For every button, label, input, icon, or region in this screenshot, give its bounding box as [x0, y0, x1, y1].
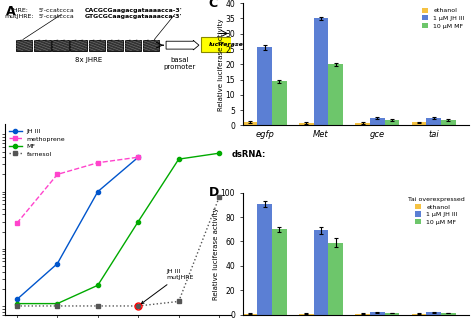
Text: A: A	[6, 5, 16, 18]
Bar	[243, 122, 257, 125]
Text: JHRE:: JHRE:	[11, 8, 28, 12]
Y-axis label: Relative luciferase activity: Relative luciferase activity	[218, 18, 224, 111]
Bar	[89, 39, 105, 51]
Text: D: D	[209, 186, 219, 199]
MF	[95, 283, 100, 287]
Bar	[299, 123, 314, 125]
Bar	[370, 118, 385, 125]
Bar	[272, 81, 287, 125]
methoprene	[55, 172, 60, 176]
Bar	[299, 314, 314, 315]
Bar	[356, 123, 370, 125]
Bar	[243, 314, 257, 315]
farnesol	[14, 304, 20, 308]
Bar	[272, 229, 287, 315]
Text: CACGCGaagacgataaaacca-3': CACGCGaagacgataaaacca-3'	[85, 8, 183, 12]
Bar	[441, 120, 456, 125]
Bar	[107, 39, 123, 51]
Bar	[328, 64, 343, 125]
FancyArrow shape	[166, 40, 199, 50]
methoprene	[14, 221, 20, 225]
Text: dsRNA:: dsRNA:	[231, 150, 266, 159]
methoprene	[136, 155, 141, 159]
Bar	[52, 39, 69, 51]
Text: 5'-ccatccca: 5'-ccatccca	[39, 8, 74, 12]
Y-axis label: Relative luciferase activity: Relative luciferase activity	[213, 207, 219, 300]
Bar	[143, 39, 159, 51]
MF	[136, 220, 141, 224]
Bar	[201, 37, 251, 52]
farnesol	[216, 195, 222, 199]
Text: 8x JHRE: 8x JHRE	[75, 57, 102, 63]
JH III	[95, 190, 100, 194]
Bar	[412, 314, 427, 315]
Bar	[34, 39, 51, 51]
farnesol	[136, 304, 141, 308]
Bar	[71, 39, 87, 51]
Bar	[356, 314, 370, 315]
Bar	[385, 120, 400, 125]
Bar	[370, 312, 385, 315]
farnesol	[95, 304, 100, 308]
Bar	[441, 313, 456, 315]
MF	[216, 151, 222, 155]
Text: luciferase: luciferase	[209, 42, 244, 47]
methoprene	[95, 161, 100, 165]
Bar	[125, 39, 141, 51]
Bar	[314, 18, 328, 125]
Text: JH III
mutJHRE: JH III mutJHRE	[141, 269, 194, 304]
MF	[55, 302, 60, 306]
Line: methoprene: methoprene	[15, 155, 140, 225]
JH III	[55, 262, 60, 266]
Bar	[257, 47, 272, 125]
Text: C: C	[209, 0, 218, 10]
Legend: JH III, methoprene, MF, farnesol: JH III, methoprene, MF, farnesol	[8, 128, 66, 158]
Bar	[427, 312, 441, 315]
MF	[14, 302, 20, 306]
Line: JH III: JH III	[15, 155, 140, 301]
farnesol	[176, 300, 182, 303]
Bar	[257, 204, 272, 315]
Bar	[16, 39, 32, 51]
Bar	[412, 122, 427, 125]
Bar	[328, 243, 343, 315]
Line: farnesol: farnesol	[15, 195, 221, 308]
JH III	[136, 155, 141, 159]
Bar	[314, 231, 328, 315]
Text: basal
promoter: basal promoter	[164, 57, 196, 70]
farnesol	[55, 304, 60, 308]
Line: MF: MF	[15, 151, 221, 306]
Text: 5'-ccatccca: 5'-ccatccca	[39, 14, 74, 19]
JH III	[14, 298, 20, 301]
Legend: ethanol, 1 μM JH III, 10 μM MF: ethanol, 1 μM JH III, 10 μM MF	[421, 6, 466, 30]
Text: mutJHRE:: mutJHRE:	[5, 14, 34, 19]
MF	[176, 157, 182, 161]
Bar	[427, 118, 441, 125]
Text: GTGCGCaagacgataaaacca-3': GTGCGCaagacgataaaacca-3'	[85, 14, 182, 19]
Bar	[385, 313, 400, 315]
Legend: ethanol, 1 μM JH III, 10 μM MF: ethanol, 1 μM JH III, 10 μM MF	[407, 196, 466, 226]
